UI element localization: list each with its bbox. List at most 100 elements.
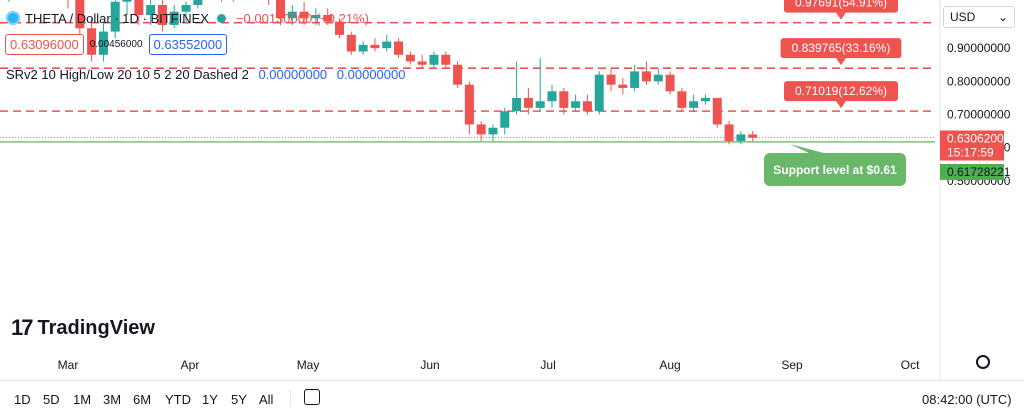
candle-body bbox=[287, 11, 297, 19]
level-label-pointer bbox=[836, 58, 846, 66]
indicator-label: SRv2 10 High/Low 20 10 5 2 20 Dashed 2 bbox=[6, 67, 249, 82]
candle-body bbox=[358, 44, 368, 52]
price-chart[interactable]: 1.297(105.67%)1.13625(80.18%)0.97691(54.… bbox=[0, 0, 1024, 380]
candle-body bbox=[476, 124, 486, 135]
level-label: 0.71019(12.62%) bbox=[795, 84, 887, 98]
toolbar-divider bbox=[290, 390, 291, 406]
timeframe-1m[interactable]: 1M bbox=[73, 392, 92, 407]
candle-body bbox=[500, 111, 510, 128]
candle-body bbox=[311, 15, 321, 19]
indicator-legend[interactable]: SRv2 10 High/Low 20 10 5 2 20 Dashed 2 0… bbox=[6, 67, 405, 82]
timeframe-1y[interactable]: 1Y bbox=[202, 392, 218, 407]
candle-body bbox=[370, 44, 380, 49]
candle-body bbox=[594, 74, 604, 112]
calendar-icon[interactable] bbox=[304, 389, 320, 405]
x-tick-label: Jun bbox=[420, 358, 439, 372]
candle-body bbox=[346, 34, 356, 52]
level-label-box bbox=[780, 38, 902, 59]
y-tick-label: 0.80000000 bbox=[947, 74, 1011, 88]
candle-body bbox=[618, 84, 628, 88]
chevron-down-icon: ⌄ bbox=[997, 10, 1008, 24]
candle-body bbox=[748, 134, 758, 138]
level-label-pointer bbox=[836, 12, 846, 20]
timeframe-5d[interactable]: 5D bbox=[43, 392, 60, 407]
candle-body bbox=[134, 0, 144, 15]
candle-body bbox=[146, 5, 156, 15]
candle-body bbox=[547, 91, 557, 102]
timeframe-ytd[interactable]: YTD bbox=[165, 392, 191, 407]
candle-body bbox=[653, 74, 663, 82]
candle-body bbox=[323, 15, 333, 22]
candle-body bbox=[689, 101, 699, 108]
support-badge-label: Support level at $0.61 bbox=[773, 163, 897, 177]
sell-price-button[interactable]: 0.63096000 bbox=[5, 34, 84, 55]
indicator-value-1: 0.00000000 bbox=[258, 67, 328, 82]
currency-select[interactable]: USD ⌄ bbox=[943, 6, 1015, 28]
candle-body bbox=[181, 5, 191, 12]
candle-body bbox=[464, 84, 474, 125]
candle-body bbox=[405, 54, 415, 62]
candle-body bbox=[417, 61, 427, 65]
candle-body bbox=[677, 91, 687, 108]
buy-price-button[interactable]: 0.63552000 bbox=[148, 34, 228, 55]
brand-name: TradingView bbox=[37, 316, 155, 339]
quote-row: 0.63096000 0.00456000 0.63552000 bbox=[5, 34, 228, 55]
settings-gear-icon[interactable] bbox=[976, 355, 990, 369]
candle-body bbox=[441, 54, 451, 65]
candle-body bbox=[724, 124, 734, 142]
candle-body bbox=[453, 64, 463, 85]
candle-body bbox=[582, 101, 592, 112]
candle-body bbox=[429, 54, 439, 65]
candle-body bbox=[523, 97, 533, 108]
x-tick-label: Aug bbox=[659, 358, 680, 372]
timeframe-6m[interactable]: 6M bbox=[133, 392, 152, 407]
theta-coin-icon bbox=[6, 11, 20, 25]
candle-body bbox=[641, 71, 651, 82]
candle-body bbox=[535, 101, 545, 108]
level-label-box bbox=[784, 0, 898, 13]
indicator-value-2: 0.00000000 bbox=[336, 67, 406, 82]
candle-body bbox=[382, 41, 392, 49]
candle-body bbox=[488, 127, 498, 135]
symbol-title[interactable]: THETA / Dollar · 1D · BITFINEX bbox=[25, 10, 209, 26]
candle-body bbox=[665, 74, 675, 92]
timeframe-all[interactable]: All bbox=[259, 392, 274, 407]
candle-body bbox=[736, 134, 746, 142]
candle-body bbox=[559, 91, 569, 108]
candle-body bbox=[700, 97, 710, 102]
clock[interactable]: 08:42:00 (UTC) bbox=[922, 392, 1012, 407]
candle-body bbox=[394, 41, 404, 55]
candle-body bbox=[193, 0, 203, 6]
timeframe-1d[interactable]: 1D bbox=[14, 392, 31, 407]
candle-body bbox=[122, 0, 132, 2]
candle-body bbox=[335, 21, 345, 35]
symbol-header: THETA / Dollar · 1D · BITFINEX −0.001300… bbox=[6, 8, 369, 28]
x-tick-label: Sep bbox=[781, 358, 803, 372]
candle-body bbox=[512, 97, 522, 112]
candle-body bbox=[87, 28, 97, 55]
candle-body bbox=[98, 31, 108, 55]
x-tick-label: Jul bbox=[540, 358, 555, 372]
level-label: 0.839765(33.16%) bbox=[792, 41, 891, 55]
candle-body bbox=[571, 101, 581, 108]
level-label: 0.97691(54.91%) bbox=[795, 0, 887, 10]
candle-body bbox=[299, 11, 309, 19]
x-tick-label: Apr bbox=[181, 358, 200, 372]
tradingview-logo: 17 TradingView bbox=[11, 315, 155, 341]
bottom-toolbar: 1D 5D 1M 3M 6M YTD 1Y 5Y All 08:42:00 (UTC) bbox=[0, 380, 1024, 415]
support-price-box bbox=[940, 163, 1004, 180]
timeframe-3m[interactable]: 3M bbox=[103, 392, 122, 407]
support-badge bbox=[764, 152, 906, 186]
timeframe-5y[interactable]: 5Y bbox=[231, 392, 247, 407]
candle-body bbox=[110, 1, 120, 32]
candle-body bbox=[75, 0, 85, 29]
candle-body bbox=[712, 97, 722, 125]
level-label-box bbox=[784, 81, 898, 102]
x-tick-label: Mar bbox=[58, 358, 79, 372]
last-price-label: 0.63062000 bbox=[947, 132, 1011, 146]
x-tick-label: May bbox=[297, 358, 320, 372]
currency-label: USD bbox=[950, 10, 976, 24]
candle-body bbox=[606, 74, 616, 85]
market-status-icon[interactable] bbox=[216, 13, 226, 23]
candle-body bbox=[169, 11, 179, 25]
